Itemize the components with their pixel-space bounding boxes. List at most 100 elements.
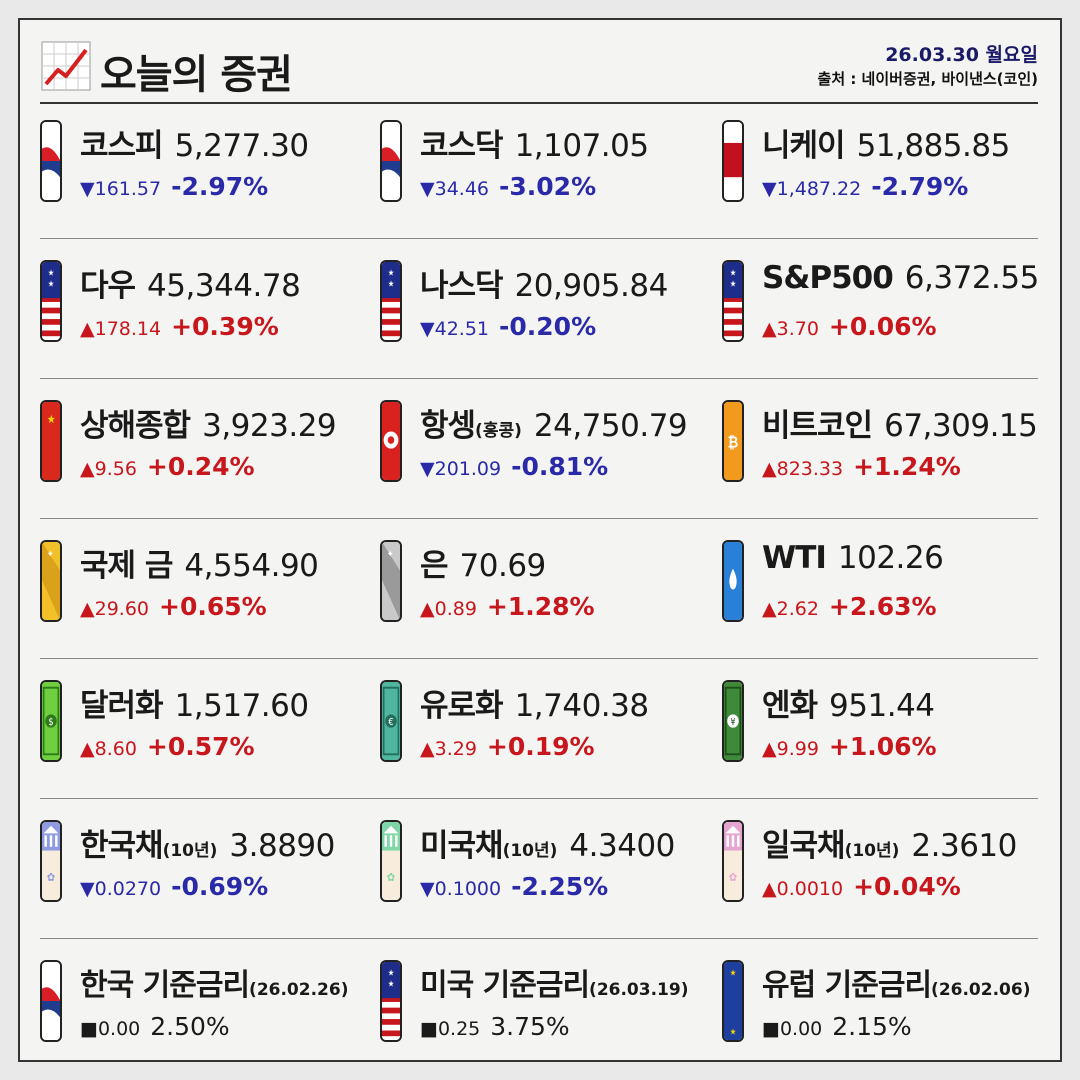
item-change: ▲8.60 +0.57% xyxy=(80,732,255,761)
item-change-amount: ▼161.57 xyxy=(80,178,162,200)
item-change: ▲823.33 +1.24% xyxy=(762,452,961,481)
item-change: ▲178.14 +0.39% xyxy=(80,312,279,341)
item-name-label: 한국채 xyxy=(80,828,164,864)
market-item: 니케이 51,885.85 ▼1,487.22 -2.79% xyxy=(722,120,1062,230)
market-item: ★ 상해종합 3,923.29 ▲9.56 +0.24% xyxy=(40,400,380,510)
item-name: S&P500 6,372.55 xyxy=(762,260,1039,296)
item-name-sub: (홍콩) xyxy=(475,421,522,441)
korea-flag-icon xyxy=(380,120,402,202)
item-change-amount: ▲823.33 xyxy=(762,458,844,480)
item-change-percent: +0.19% xyxy=(486,732,595,761)
item-change-percent: +1.28% xyxy=(486,592,595,621)
item-change: ▼161.57 -2.97% xyxy=(80,172,268,201)
item-change-percent: -2.25% xyxy=(511,872,609,901)
item-change-percent: -2.97% xyxy=(171,172,269,201)
item-name-label: 유로화 xyxy=(420,688,504,724)
market-item: ★ ★ 미국 기준금리(26.03.19) ■0.25 3.75% xyxy=(380,960,720,1070)
eu-flag-icon: ★★ xyxy=(722,960,744,1042)
item-change: ■0.00 2.15% xyxy=(762,1012,912,1041)
item-change: ■0.00 2.50% xyxy=(80,1012,230,1041)
item-value: 102.26 xyxy=(837,540,944,576)
page-title: 오늘의 증권 xyxy=(100,52,293,98)
item-change: ▼0.1000 -2.25% xyxy=(420,872,608,901)
item-name-sub: (26.03.19) xyxy=(589,980,689,1000)
item-name-label: 미국채 xyxy=(420,828,504,864)
item-change-amount: ▲178.14 xyxy=(80,318,162,340)
market-item: ₿ 비트코인 67,309.15 ▲823.33 +1.24% xyxy=(722,400,1062,510)
bitcoin-icon: ₿ xyxy=(722,400,744,482)
item-name: 비트코인 67,309.15 xyxy=(762,400,1038,445)
item-change-amount: ▼0.1000 xyxy=(420,878,502,900)
china-flag-icon: ★ xyxy=(40,400,62,482)
source-label: 출처 : 네이버증권, 바이낸스(코인) xyxy=(817,70,1038,88)
item-value: 4.3400 xyxy=(569,828,675,864)
item-change-percent: 2.50% xyxy=(150,1012,230,1041)
item-name-label: 코스닥 xyxy=(420,128,504,164)
item-value: 5,277.30 xyxy=(174,128,310,164)
item-value: 3,923.29 xyxy=(202,408,337,444)
item-change-percent: +1.24% xyxy=(853,452,961,481)
item-name: 일국채(10년) 2.3610 xyxy=(762,820,1017,865)
item-name: 엔화 951.44 xyxy=(762,680,935,725)
market-item: $ 달러화 1,517.60 ▲8.60 +0.57% xyxy=(40,680,380,790)
japan-bond-icon: ✿ xyxy=(722,820,744,902)
korea-flag-icon xyxy=(40,960,62,1042)
usa-flag-icon: ★★ xyxy=(380,960,402,1042)
market-item: ✿ 일국채(10년) 2.3610 ▲0.0010 +0.04% xyxy=(722,820,1062,930)
svg-text:★: ★ xyxy=(388,279,395,289)
market-summary-card: 오늘의 증권 26.03.30 월요일 출처 : 네이버증권, 바이낸스(코인)… xyxy=(18,18,1062,1062)
svg-text:€: € xyxy=(388,717,394,728)
item-value: 6,372.55 xyxy=(904,260,1040,296)
item-name: 미국채(10년) 4.3400 xyxy=(420,820,675,865)
market-item: ✿ 미국채(10년) 4.3400 ▼0.1000 -2.25% xyxy=(380,820,720,930)
market-item: ★ ★ 다우 45,344.78 ▲178.14 +0.39% xyxy=(40,260,380,370)
row-divider xyxy=(40,238,1038,239)
item-change-amount: ▲0.89 xyxy=(420,598,477,620)
item-name: 은 70.69 xyxy=(420,540,546,585)
item-change: ▲0.0010 +0.04% xyxy=(762,872,961,901)
item-name-sub: (26.02.26) xyxy=(249,980,349,1000)
item-name-label: 상해종합 xyxy=(80,408,191,444)
yen-bill-icon: ¥ xyxy=(722,680,744,762)
item-name-label: 일국채 xyxy=(762,828,846,864)
date-label: 26.03.30 월요일 xyxy=(885,44,1038,66)
item-change: ▲9.99 +1.06% xyxy=(762,732,937,761)
item-name-label: 한국 기준금리 xyxy=(80,968,250,1003)
item-change-percent: -3.02% xyxy=(499,172,597,201)
item-change-amount: ▲9.99 xyxy=(762,738,819,760)
svg-text:₿: ₿ xyxy=(728,435,739,452)
market-item: 항셍(홍콩) 24,750.79 ▼201.09 -0.81% xyxy=(380,400,720,510)
svg-text:✿: ✿ xyxy=(387,870,395,884)
item-name: 코스닥 1,107.05 xyxy=(420,120,649,165)
item-change: ▲3.29 +0.19% xyxy=(420,732,595,761)
item-change-amount: ▼201.09 xyxy=(420,458,502,480)
item-change-amount: ▲0.0010 xyxy=(762,878,844,900)
item-change-percent: -0.69% xyxy=(171,872,269,901)
item-change: ▲2.62 +2.63% xyxy=(762,592,937,621)
item-change-percent: 3.75% xyxy=(490,1012,570,1041)
item-name: 한국 기준금리(26.02.26) xyxy=(80,960,348,1004)
item-name-sub: (26.02.06) xyxy=(931,980,1031,1000)
hongkong-flag-icon xyxy=(380,400,402,482)
header: 오늘의 증권 26.03.30 월요일 출처 : 네이버증권, 바이낸스(코인) xyxy=(20,20,1060,120)
svg-text:★: ★ xyxy=(730,279,737,289)
item-name-label: 국제 금 xyxy=(80,548,173,584)
svg-text:★: ★ xyxy=(730,1027,737,1037)
item-name: 달러화 1,517.60 xyxy=(80,680,309,725)
item-name-label: WTI xyxy=(762,540,827,576)
market-item: ★ ★ 나스닥 20,905.84 ▼42.51 -0.20% xyxy=(380,260,720,370)
item-change-percent: +0.04% xyxy=(853,872,961,901)
item-change-amount: ▲2.62 xyxy=(762,598,819,620)
item-value: 3.8890 xyxy=(229,828,335,864)
item-value: 67,309.15 xyxy=(884,408,1038,444)
item-change: ▼42.51 -0.20% xyxy=(420,312,596,341)
market-item: € 유로화 1,740.38 ▲3.29 +0.19% xyxy=(380,680,720,790)
svg-text:★: ★ xyxy=(730,268,737,278)
item-change-amount: ▼42.51 xyxy=(420,318,490,340)
market-item: ★ ★ S&P500 6,372.55 ▲3.70 +0.06% xyxy=(722,260,1062,370)
item-value: 70.69 xyxy=(459,548,547,584)
item-name-sub: (10년) xyxy=(162,841,218,861)
item-change-percent: +0.57% xyxy=(146,732,255,761)
svg-text:✿: ✿ xyxy=(47,870,55,884)
item-name-label: 엔화 xyxy=(762,688,818,724)
